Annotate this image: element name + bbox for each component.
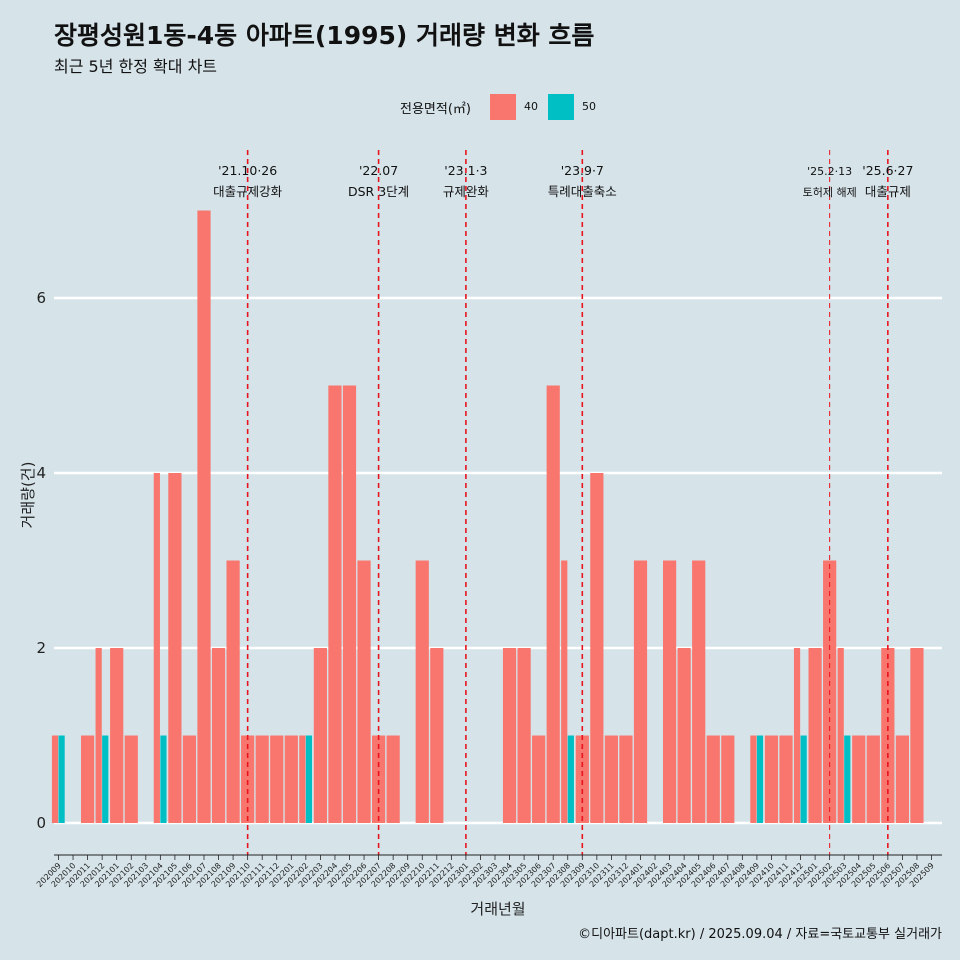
event-annotations: '21.10·26 대출규제강화 '22.07 DSR 3단계 '23.1·3 규제완화 '… [213,163,913,199]
bar-50-202012 [102,735,109,823]
event-label-202506: 대출규제 [865,184,911,199]
event-label-202502: 토허제 해제 [803,185,857,199]
bar-50-202503 [844,735,851,823]
bar-40-202108 [211,648,226,823]
event-date-202110: '21.10·26 [218,163,277,178]
bar-40-202107 [197,210,211,823]
bar-40-202011 [81,735,95,823]
bar-40-202111 [255,735,269,823]
source-caption: ©디아파트(dapt.kr) / 2025.09.04 / 자료=국토교통부 실… [578,927,942,942]
x-axis: 2020092020102020112020122021012021022021… [35,854,942,889]
bar-40-202009 [51,735,59,823]
event-date-202301: '23.1·3 [444,163,487,178]
bar-50-202409 [756,735,764,823]
y-tick-label-6: 6 [36,289,46,307]
event-label-202301: 규제완화 [443,184,490,199]
legend-key-50 [548,94,574,120]
bar-40-202401 [633,560,648,823]
bar-40-202307 [546,385,560,823]
bar-40-202206 [357,560,371,823]
bar-40-202306 [532,735,546,823]
chart-title: 장평성원1동-4동 아파트(1995) 거래량 변화 흐름 [54,21,595,50]
bar-40-202105 [168,473,182,823]
bar-40-202507 [895,735,909,823]
bar-40-202412 [793,648,801,823]
event-label-202110: 대출규제강화 [213,184,283,199]
bar-40-202501 [808,648,822,823]
legend-title: 전용면적(㎡) [400,102,471,117]
bar-40-202109 [226,560,240,823]
event-lines [246,150,889,855]
bar-40-202012 [95,648,102,823]
bar-40-202207 [372,735,386,823]
bar-40-202406 [706,735,720,823]
bar-40-202309 [575,735,589,823]
bar-40-202505 [866,735,880,823]
event-date-202309: '23.9·7 [561,163,604,178]
bar-40-202305 [517,648,531,823]
event-date-202207: '22.07 [359,163,398,178]
bar-50-202009 [58,735,65,823]
x-axis-label: 거래년월 [470,900,525,918]
bar-50-202308 [567,735,574,823]
bar-40-202104 [153,473,160,823]
bar-40-202404 [677,648,691,823]
bar-40-202407 [721,735,735,823]
bar-40-202101 [110,648,124,823]
bar-40-202304 [502,648,517,823]
bar-50-202412 [800,735,807,823]
y-tick-label-0: 0 [36,814,46,832]
bar-40-202110 [241,735,255,823]
event-date-202506: '25.6·27 [862,163,913,178]
bar-40-202310 [590,473,604,823]
bar-40-202312 [619,735,633,823]
event-date-202502: '25.2·13 [807,165,852,178]
bar-40-202508 [910,648,924,823]
bar-40-202409 [750,735,757,823]
bar-40-202203 [313,648,327,823]
bar-40-202202 [299,735,306,823]
bar-40-202211 [430,648,444,823]
bar-50-202104 [160,735,167,823]
bar-40-202205 [342,385,357,823]
bar-40-202311 [604,735,618,823]
y-tick-label-4: 4 [36,464,46,482]
bar-40-202410 [764,735,779,823]
y-axis-label: 거래량(건) [19,462,37,529]
legend: 전용면적(㎡) 40 50 [0,92,960,122]
event-label-202309: 특례대출축소 [548,184,617,199]
bar-40-202106 [182,735,197,823]
bar-40-202411 [779,735,793,823]
y-axis: 0 2 4 6 [36,289,46,832]
bar-50-202202 [305,735,313,823]
event-label-202207: DSR 3단계 [348,184,409,199]
bar-40-202308 [561,560,568,823]
legend-label-40: 40 [524,100,538,113]
bar-40-202102 [124,735,138,823]
bar-40-202204 [328,385,342,823]
bar-40-202208 [386,735,400,823]
bar-40-202201 [284,735,298,823]
bar-40-202112 [270,735,284,823]
bar-40-202503 [837,648,844,823]
chart-subtitle: 최근 5년 한정 확대 차트 [54,57,218,76]
legend-key-40 [490,94,516,120]
bar-40-202210 [415,560,429,823]
y-tick-label-2: 2 [36,639,46,657]
legend-label-50: 50 [582,100,596,113]
bars [51,210,924,823]
bar-40-202504 [852,735,866,823]
bar-40-202405 [692,560,706,823]
bar-40-202403 [663,560,677,823]
